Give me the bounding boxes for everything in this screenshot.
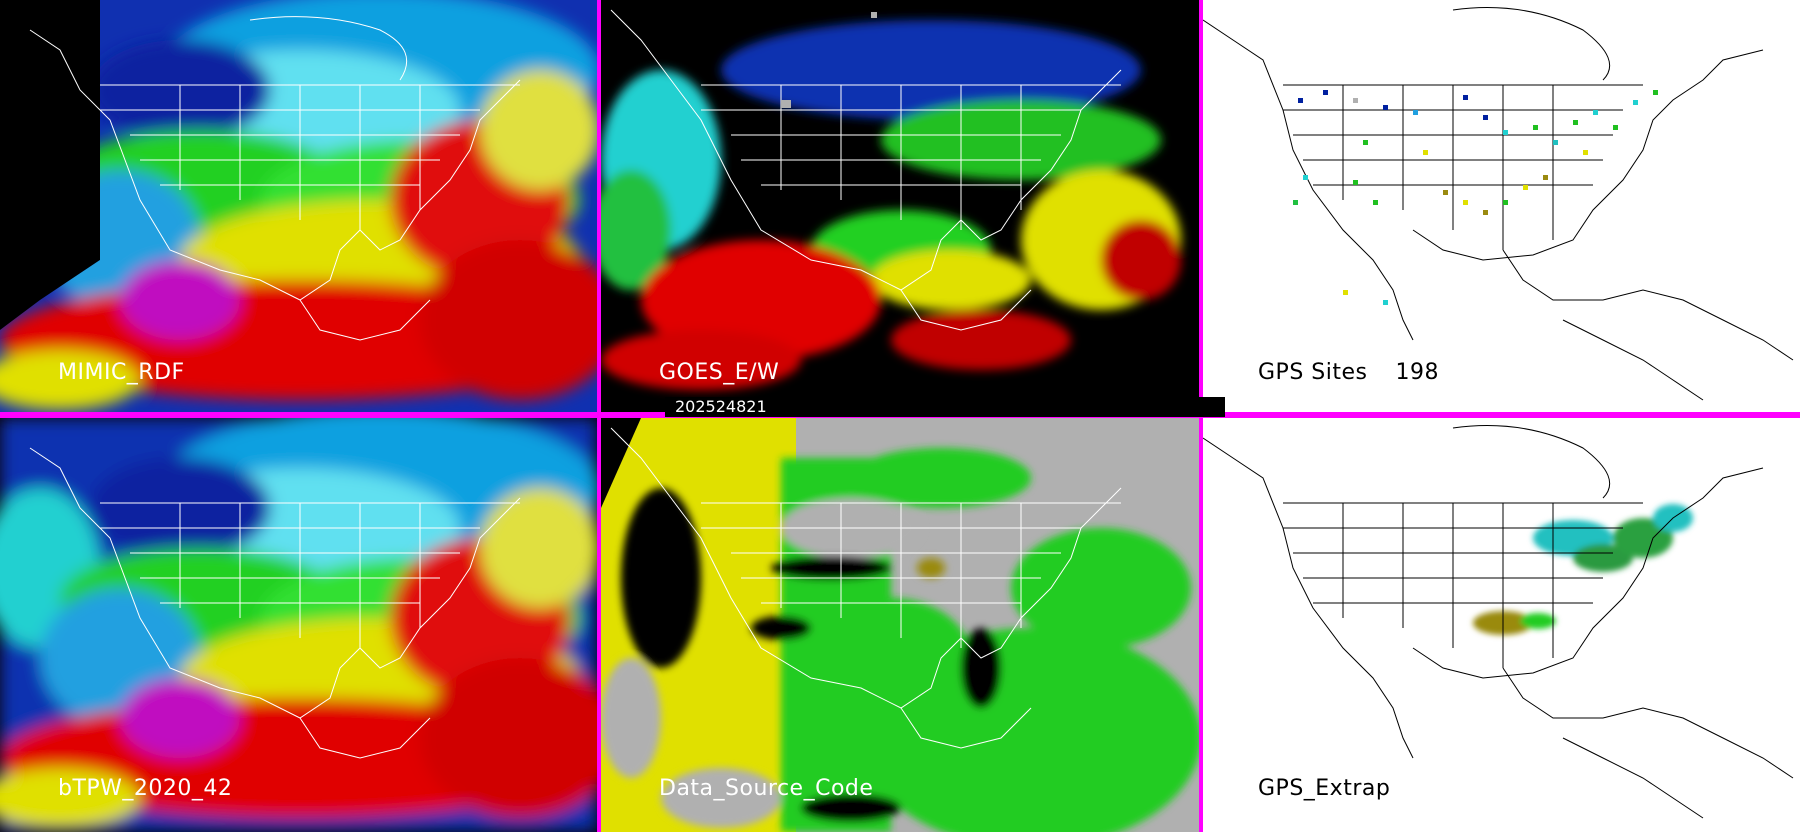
- panel-gps-extrap: GPS_Extrap: [1203, 418, 1800, 832]
- gps-sites-count: 198: [1395, 360, 1439, 385]
- btpw-map: [0, 418, 597, 832]
- panel-label: GOES_E/W: [659, 360, 780, 385]
- panel-label: MIMIC_RDF: [58, 360, 185, 385]
- panel-gps-sites: GPS Sites 198: [1203, 0, 1800, 412]
- panel-btpw: bTPW_2020_42: [0, 418, 597, 832]
- panel-label: bTPW_2020_42: [58, 776, 233, 801]
- panel-mimic-rdf: MIMIC_RDF: [0, 0, 597, 412]
- mimic-rdf-map: [0, 0, 597, 412]
- coastline-map-icon: [1203, 7, 1794, 401]
- timestamp-bar: 202524821: [665, 397, 1225, 417]
- data-source-map: [601, 418, 1199, 832]
- panel-goes-ew: GOES_E/W: [601, 0, 1199, 412]
- panel-label: GPS_Extrap: [1258, 776, 1391, 801]
- gps-sites-map: [1203, 0, 1800, 412]
- goes-ew-map: [601, 0, 1199, 412]
- gps-extrap-map: [1203, 418, 1800, 832]
- gps-site-marker-icon: [1293, 90, 1658, 305]
- panel-data-source-code: Data_Source_Code: [601, 418, 1199, 832]
- panel-label: GPS Sites 198: [1258, 360, 1439, 385]
- panel-label: Data_Source_Code: [659, 776, 874, 801]
- coastline-map-icon: [1203, 425, 1794, 819]
- gps-sites-title: GPS Sites: [1258, 360, 1368, 385]
